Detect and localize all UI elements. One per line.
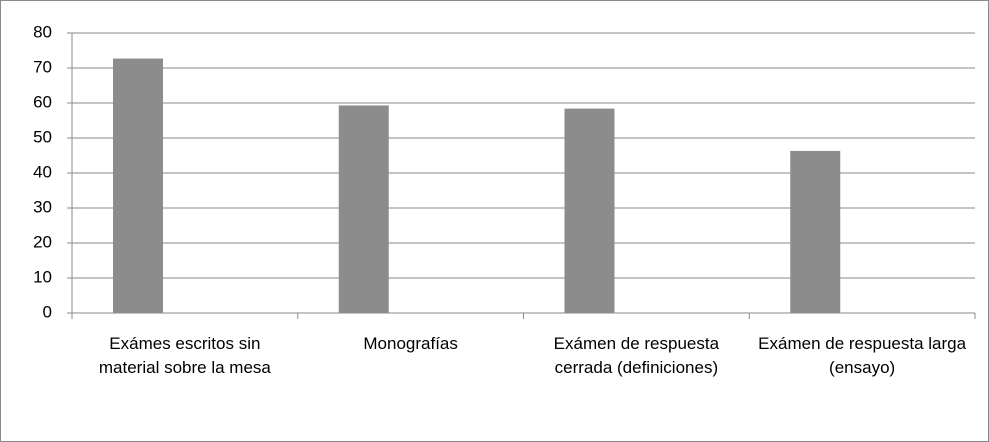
- y-tick-label: 40: [33, 162, 52, 181]
- x-tick-label: Exámen de respuesta larga (ensayo): [758, 334, 967, 377]
- y-tick-label: 70: [33, 57, 52, 76]
- bar: [113, 58, 163, 313]
- x-tick-label: Exámen de respuesta cerrada (definicione…: [553, 334, 720, 377]
- x-tick-label: Monografías: [363, 334, 458, 353]
- bar: [338, 105, 389, 313]
- bar: [790, 150, 841, 313]
- y-tick-label: 20: [33, 232, 52, 251]
- x-tick-label: Exámes escritos sin material sobre la me…: [98, 334, 271, 377]
- y-tick-label: 80: [33, 22, 52, 41]
- y-tick-label: 10: [33, 267, 52, 286]
- y-tick-label: 50: [33, 127, 52, 146]
- bar: [564, 108, 615, 313]
- y-tick-label: 30: [33, 197, 52, 216]
- y-tick-label: 0: [43, 302, 52, 321]
- y-tick-label: 60: [33, 92, 52, 111]
